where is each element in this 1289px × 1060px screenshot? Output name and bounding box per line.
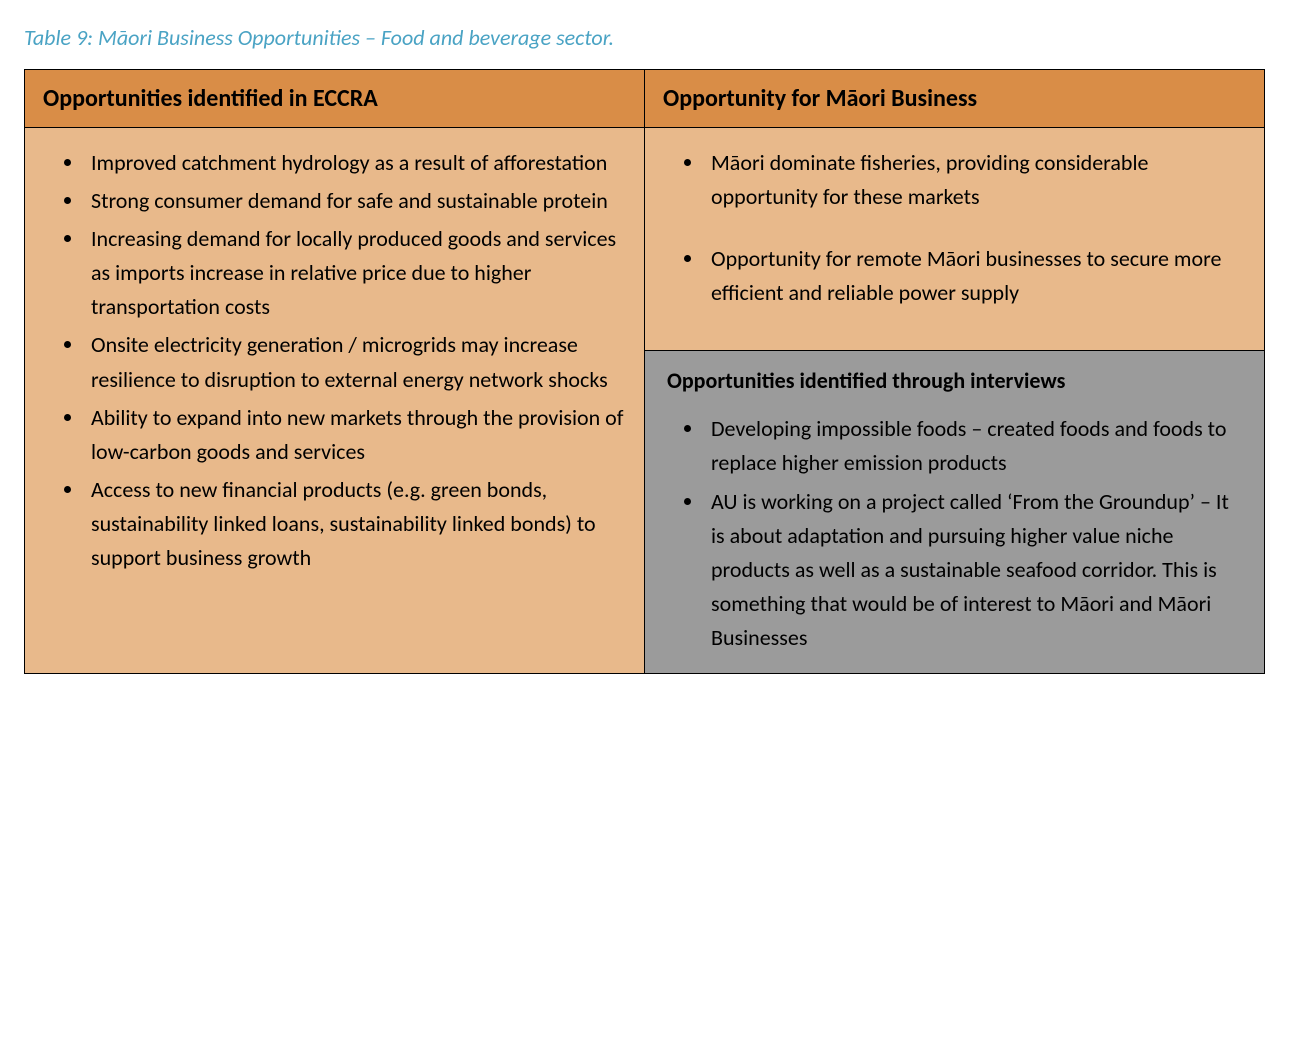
- interview-opportunities-title: Opportunities identified through intervi…: [667, 367, 1246, 394]
- interview-opportunities-cell: Opportunities identified through intervi…: [645, 351, 1265, 674]
- column-header-eccra: Opportunities identified in ECCRA: [25, 70, 645, 128]
- list-item: Opportunity for remote Māori businesses …: [705, 242, 1246, 310]
- table-caption: Table 9: Māori Business Opportunities – …: [24, 24, 1265, 51]
- list-item: Access to new financial products (e.g. g…: [85, 473, 626, 575]
- eccra-opportunities-cell: Improved catchment hydrology as a result…: [25, 128, 645, 674]
- column-header-maori-business: Opportunity for Māori Business: [645, 70, 1265, 128]
- eccra-opportunities-list: Improved catchment hydrology as a result…: [43, 146, 626, 575]
- maori-business-list: Māori dominate fisheries, providing cons…: [663, 146, 1246, 310]
- list-item: Onsite electricity generation / microgri…: [85, 328, 626, 396]
- list-item: Increasing demand for locally produced g…: [85, 222, 626, 324]
- list-item: Ability to expand into new markets throu…: [85, 401, 626, 469]
- list-item: Developing impossible foods – created fo…: [705, 412, 1246, 480]
- opportunities-table: Opportunities identified in ECCRA Opport…: [24, 69, 1265, 674]
- list-item: AU is working on a project called ‘From …: [705, 485, 1246, 655]
- interview-opportunities-list: Developing impossible foods – created fo…: [663, 412, 1246, 655]
- maori-business-opportunities-cell: Māori dominate fisheries, providing cons…: [645, 128, 1265, 351]
- list-item: Strong consumer demand for safe and sust…: [85, 184, 626, 218]
- list-item: Improved catchment hydrology as a result…: [85, 146, 626, 180]
- list-item: Māori dominate fisheries, providing cons…: [705, 146, 1246, 214]
